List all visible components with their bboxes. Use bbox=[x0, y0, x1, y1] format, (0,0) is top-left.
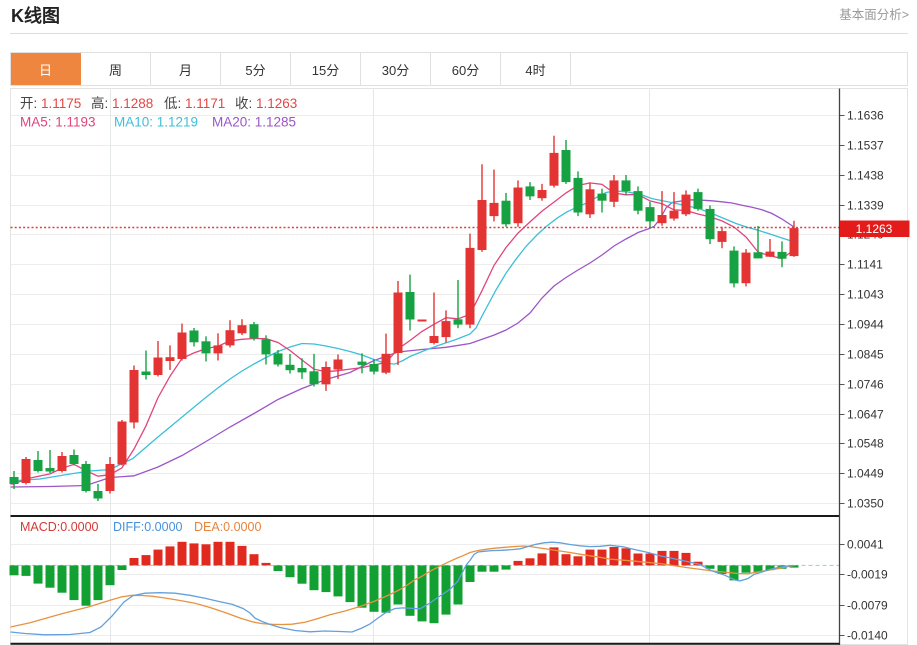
svg-text:MA10: 1.1219: MA10: 1.1219 bbox=[114, 115, 198, 130]
svg-text:收: 1.1263: 收: 1.1263 bbox=[235, 96, 297, 111]
svg-text:1.1043: 1.1043 bbox=[847, 288, 884, 302]
svg-text:-0.0140: -0.0140 bbox=[847, 629, 888, 643]
svg-text:1.1537: 1.1537 bbox=[847, 139, 884, 153]
svg-text:1.0647: 1.0647 bbox=[847, 408, 884, 422]
svg-text:1.0944: 1.0944 bbox=[847, 318, 884, 332]
svg-text:低: 1.1171: 低: 1.1171 bbox=[164, 96, 225, 111]
svg-text:1.1141: 1.1141 bbox=[847, 258, 883, 272]
svg-text:1.1339: 1.1339 bbox=[847, 199, 884, 213]
svg-text:1.1438: 1.1438 bbox=[847, 169, 884, 183]
svg-text:0.0041: 0.0041 bbox=[847, 538, 884, 552]
svg-text:1.0350: 1.0350 bbox=[847, 497, 884, 511]
svg-text:MA5: 1.1193: MA5: 1.1193 bbox=[20, 115, 96, 130]
svg-text:1.0746: 1.0746 bbox=[847, 378, 884, 392]
svg-text:DIFF:0.0000: DIFF:0.0000 bbox=[113, 520, 183, 534]
svg-text:开: 1.1175: 开: 1.1175 bbox=[20, 96, 81, 111]
svg-text:高: 1.1288: 高: 1.1288 bbox=[91, 95, 153, 111]
svg-text:DEA:0.0000: DEA:0.0000 bbox=[194, 520, 261, 534]
svg-text:1.0548: 1.0548 bbox=[847, 437, 884, 451]
svg-text:1.1636: 1.1636 bbox=[847, 109, 884, 123]
svg-text:1.1263: 1.1263 bbox=[856, 222, 893, 236]
svg-text:MA20: 1.1285: MA20: 1.1285 bbox=[212, 115, 296, 130]
svg-text:-0.0019: -0.0019 bbox=[847, 568, 888, 582]
svg-text:1.0449: 1.0449 bbox=[847, 467, 884, 481]
svg-text:-0.0079: -0.0079 bbox=[847, 599, 888, 613]
svg-text:1.0845: 1.0845 bbox=[847, 348, 884, 362]
svg-text:MACD:0.0000: MACD:0.0000 bbox=[20, 520, 99, 534]
